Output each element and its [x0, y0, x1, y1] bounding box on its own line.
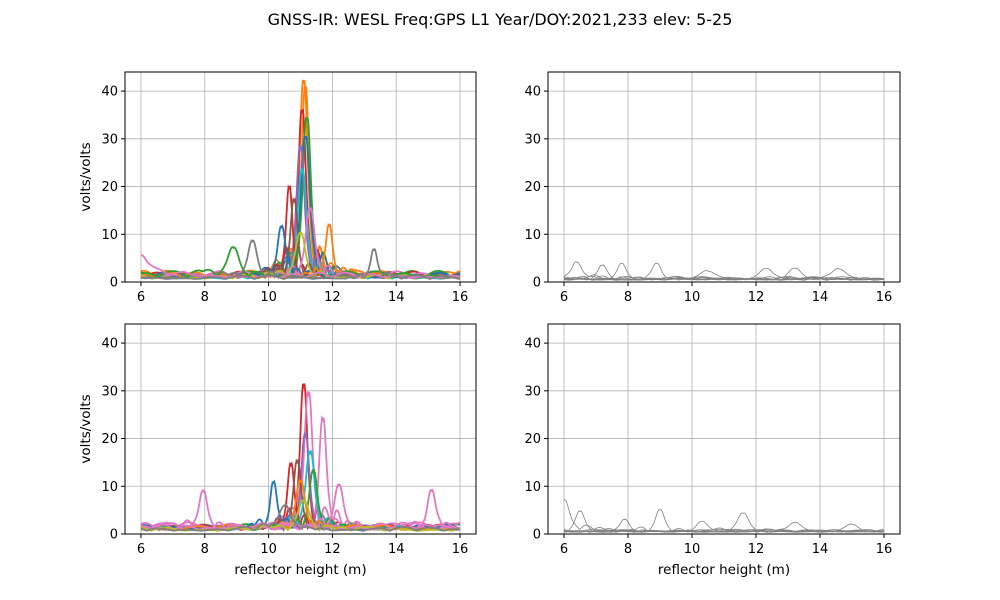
x-tick-label: 6	[560, 542, 568, 557]
series-line	[563, 512, 884, 533]
x-tick-label: 14	[388, 542, 405, 557]
y-tick-label: 0	[110, 528, 118, 543]
y-tick-label: 30	[524, 384, 541, 399]
x-tick-label: 12	[324, 290, 341, 305]
axes-frame	[124, 71, 477, 283]
x-tick-label: 14	[812, 542, 829, 557]
y-tick-label: 0	[533, 528, 541, 543]
axes-frame	[547, 71, 901, 283]
y-tick-label: 40	[524, 85, 541, 100]
x-tick-label: 8	[201, 290, 209, 305]
series-line	[140, 488, 461, 530]
figure-title: GNSS-IR: WESL Freq:GPS L1 Year/DOY:2021,…	[268, 10, 733, 29]
x-tick-label: 6	[137, 542, 145, 557]
axes-frame	[124, 323, 477, 535]
x-tick-label: 8	[201, 542, 209, 557]
x-tick-label: 10	[260, 290, 277, 305]
y-tick-label: 20	[524, 432, 541, 447]
panel-bottom-left: 6 8 10 12 14 16 0 10 20 30 40 volts/volts reflector …	[78, 323, 477, 578]
x-tick-label: 12	[748, 542, 765, 557]
y-tick-label: 20	[101, 432, 118, 447]
panel-top-left: 6 8 10 12 14 16 0 10 20 30 40 volts/volts	[78, 71, 477, 305]
x-tick-label: 6	[560, 290, 568, 305]
series-line	[140, 478, 461, 531]
y-tick-label: 10	[101, 228, 118, 243]
y-tick-label: 0	[533, 276, 541, 291]
x-tick-label: 16	[452, 542, 469, 557]
x-tick-label: 16	[876, 290, 893, 305]
x-tick-label: 12	[324, 542, 341, 557]
x-tick-label: 6	[137, 290, 145, 305]
x-tick-label: 10	[260, 542, 277, 557]
x-tick-label: 14	[388, 290, 405, 305]
x-tick-label: 10	[684, 290, 701, 305]
y-axis-label: volts/volts	[78, 394, 94, 463]
y-tick-label: 30	[524, 132, 541, 147]
y-tick-label: 30	[101, 132, 118, 147]
x-tick-label: 10	[684, 542, 701, 557]
y-tick-label: 10	[524, 228, 541, 243]
series-line	[140, 504, 460, 532]
y-tick-label: 30	[101, 384, 118, 399]
axes-frame	[547, 323, 901, 535]
panel-bottom-right: 6 8 10 12 14 16 0 10 20 30 40 reflector height (m)	[524, 323, 901, 578]
x-tick-label: 16	[452, 290, 469, 305]
y-tick-label: 40	[101, 85, 118, 100]
series-line	[140, 231, 461, 280]
x-axis-label: reflector height (m)	[658, 562, 790, 578]
series-line	[140, 247, 461, 280]
series-line	[564, 523, 885, 533]
y-tick-label: 20	[101, 180, 118, 195]
y-tick-label: 10	[101, 480, 118, 495]
y-tick-label: 20	[524, 180, 541, 195]
y-tick-label: 10	[524, 480, 541, 495]
x-tick-label: 8	[624, 290, 632, 305]
x-tick-label: 14	[812, 290, 829, 305]
y-tick-label: 40	[101, 337, 118, 352]
series-line	[563, 268, 884, 281]
y-tick-label: 0	[110, 276, 118, 291]
x-tick-label: 16	[876, 542, 893, 557]
y-axis-label: volts/volts	[78, 142, 94, 211]
x-tick-label: 8	[624, 542, 632, 557]
series-line	[563, 267, 885, 281]
x-tick-label: 12	[748, 290, 765, 305]
x-axis-label: reflector height (m)	[234, 562, 366, 578]
panel-top-right: 6 8 10 12 14 16 0 10 20 30 40	[524, 71, 901, 305]
y-tick-label: 40	[524, 337, 541, 352]
